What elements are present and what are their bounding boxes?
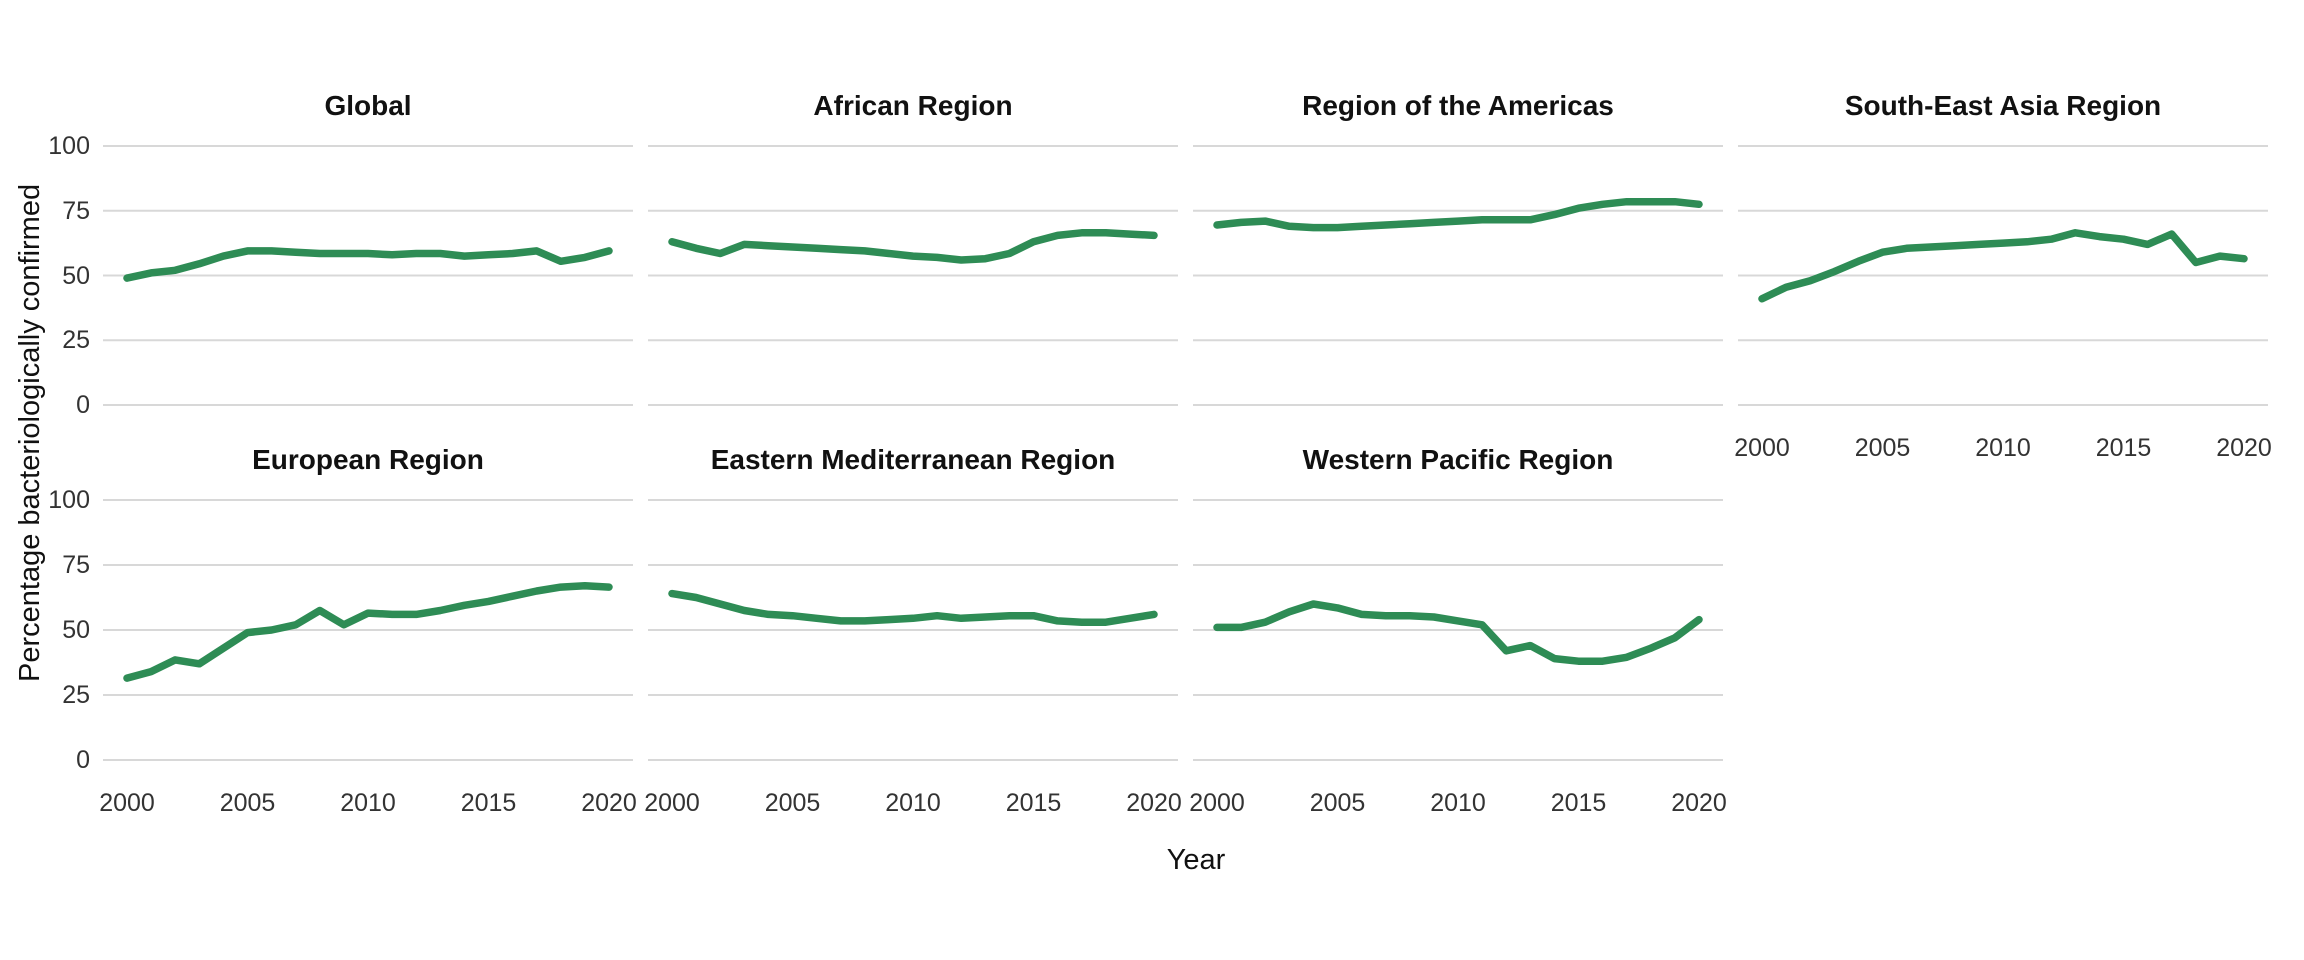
x-axis-tick-label: 2005 — [1854, 434, 1911, 462]
data-line — [123, 582, 613, 682]
x-axis-tick-label: 2000 — [1189, 789, 1245, 817]
y-axis-tick-label: 50 — [62, 261, 90, 290]
facet-plot — [1738, 145, 2268, 406]
x-axis-tick-label: 2015 — [2095, 434, 2152, 462]
y-axis-tick-label: 0 — [76, 746, 90, 774]
x-axis-tick-label: 2005 — [1309, 789, 1366, 817]
data-line — [1213, 197, 1703, 232]
x-axis-tick-label: 2000 — [1734, 434, 1790, 462]
x-axis-tick-label: 2005 — [219, 789, 276, 817]
x-axis-tick-label: 2010 — [885, 789, 941, 817]
facet-title: European Region — [252, 444, 484, 475]
facet-title: Region of the Americas — [1302, 90, 1614, 121]
x-axis-tick-label: 2000 — [99, 789, 155, 817]
facet-title: African Region — [813, 90, 1013, 121]
y-axis-tick-label: 0 — [76, 391, 90, 419]
facet-title: South-East Asia Region — [1844, 90, 2162, 121]
x-axis-tick-label: 2000 — [644, 789, 700, 817]
facet-title: Eastern Mediterranean Region — [710, 444, 1116, 475]
data-line — [1758, 229, 2248, 303]
x-axis-tick-label: 2010 — [1975, 434, 2031, 462]
data-line — [123, 247, 613, 282]
y-axis-tick-label: 100 — [48, 132, 90, 160]
x-axis-title: Year — [1166, 844, 1226, 876]
y-axis-tick-label: 25 — [62, 681, 90, 709]
y-axis-tick-label: 100 — [48, 486, 90, 514]
facet-plot — [648, 499, 1178, 761]
x-axis-tick-label: 2020 — [2216, 434, 2272, 462]
facet-plot — [1193, 499, 1723, 761]
y-axis-tick-label: 50 — [62, 616, 90, 644]
x-axis-tick-label: 2010 — [1430, 789, 1486, 817]
facet-plot — [1193, 145, 1723, 406]
x-axis-tick-label: 2010 — [340, 789, 396, 817]
facet-plot — [103, 499, 633, 761]
x-axis-tick-label: 2015 — [1550, 789, 1607, 817]
x-axis-tick-label: 2020 — [1126, 789, 1182, 817]
y-axis-tick-label: 75 — [62, 551, 90, 579]
facet-title: Global — [324, 90, 412, 121]
y-axis-tick-label: 75 — [62, 196, 90, 225]
facet-title: Western Pacific Region — [1302, 444, 1614, 475]
y-axis-tick-label: 25 — [62, 326, 90, 355]
x-axis-tick-label: 2005 — [764, 789, 821, 817]
data-line — [668, 589, 1158, 626]
facet-plot — [648, 145, 1178, 406]
x-axis-tick-label: 2020 — [581, 789, 637, 817]
data-line — [668, 229, 1158, 264]
facet-plot — [103, 145, 633, 406]
x-axis-tick-label: 2015 — [1005, 789, 1062, 817]
x-axis-tick-label: 2015 — [460, 789, 517, 817]
data-line — [1213, 600, 1703, 665]
x-axis-tick-label: 2020 — [1671, 789, 1727, 817]
